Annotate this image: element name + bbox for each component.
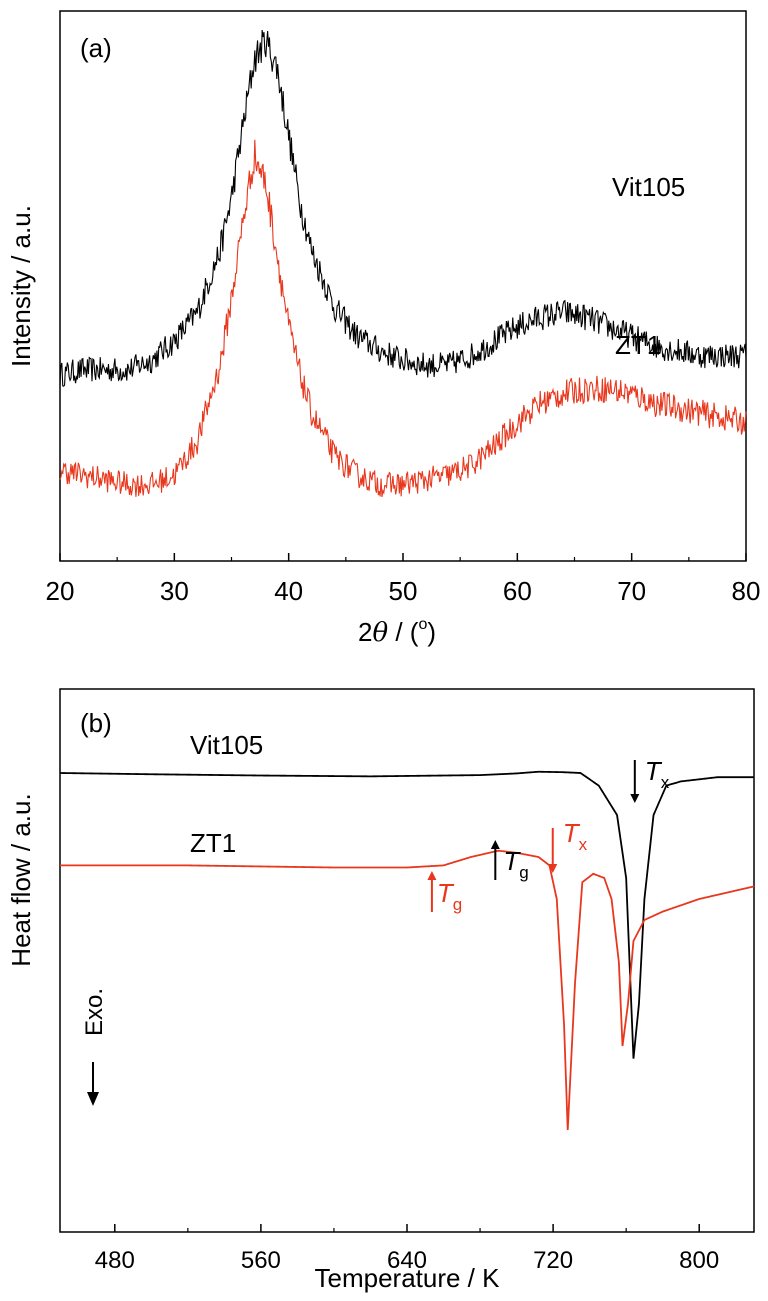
panel-a-xtick-label: 70 [617,576,646,606]
legend-label-vit105-a: Vit105 [612,172,685,202]
dsc-series-zt1-line [60,849,755,1131]
panel-b-xtick-label: 480 [95,1247,135,1274]
panel-b-xticks: 480 560 640 720 800 [95,1224,719,1274]
legend-label-zt1-b: ZT1 [190,828,236,858]
vit105-tx-label-symbol: T [645,756,663,786]
xlabel-theta: θ [372,618,388,648]
panel-b-xtick-label: 800 [679,1247,719,1274]
zt1-tg-label: Tg [437,878,462,914]
vit105-tx-label: Tx [645,756,670,792]
panel-a-xtick-label: 80 [732,576,761,606]
vit105-tg-label: Tg [503,846,528,882]
panel-a-ylabel: Intensity / a.u. [6,205,36,367]
panel-a-xtick-label: 30 [160,576,189,606]
zt1-tx-arrow-head [548,864,558,873]
dsc-series-vit105-line [59,770,754,1059]
exo-label: Exo. [81,988,108,1036]
xrd-series-vit105-line [59,29,747,387]
panel-a-xtick-label: 50 [389,576,418,606]
zt1-tx-label-subscript: x [579,835,588,854]
panel-b-xtick-label: 560 [241,1247,281,1274]
zt1-tg-arrow-head [427,871,437,880]
panel-b-xtick-label: 640 [387,1247,427,1274]
xlabel-close: ) [427,617,436,647]
panel-b-xtick-label: 720 [533,1247,573,1274]
vit105-tx-arrow-head [630,794,640,803]
panel-b: (b) 480 560 640 720 800 Temperature / K Heat… [6,688,755,1293]
panel-a-xlabel: 2θ / (o) [358,616,436,648]
zt1-tg-label-symbol: T [437,878,455,908]
panel-a: (a) 20 30 40 50 60 70 80 2θ / (o) Intensity / … [6,10,761,648]
panel-a-xtick-label: 40 [274,576,303,606]
panel-b-xlabel: Temperature / K [315,1263,501,1293]
zt1-tg-label-subscript: g [453,895,462,914]
legend-label-zt1-a: ZT1 [615,330,661,360]
legend-label-vit105-b: Vit105 [190,730,263,760]
panel-a-series-group [59,29,747,498]
vit105-tg-label-symbol: T [503,846,521,876]
zt1-tx-label-symbol: T [563,818,581,848]
vit105-tg-label-subscript: g [519,863,528,882]
exo-arrow [87,1062,99,1106]
panel-b-ylabel: Heat flow / a.u. [6,793,36,966]
vit105-tx-label-subscript: x [661,773,670,792]
xlabel-degree: o [418,616,427,633]
vit105-tg-arrow-head [490,840,500,849]
panel-a-xtick-label: 60 [503,576,532,606]
panel-b-label: (b) [80,708,112,738]
panel-a-xticks: 20 30 40 50 60 70 80 [46,553,761,606]
panel-a-label: (a) [80,33,112,63]
panel-a-xtick-label: 20 [46,576,75,606]
zt1-tx-label: Tx [563,818,588,854]
xlabel-mid: / ( [388,617,419,647]
xrd-series-zt1-line [59,139,747,498]
panel-b-series-group [59,770,755,1131]
xlabel-2: 2 [358,617,372,647]
